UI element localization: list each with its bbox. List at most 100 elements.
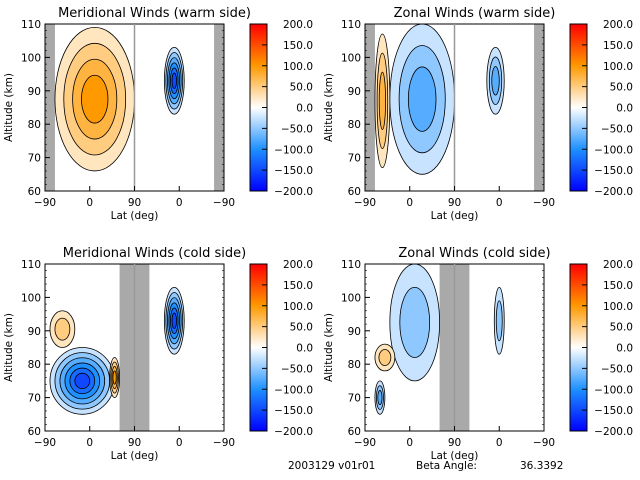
colorbar-tick-label: 200.0 bbox=[283, 259, 313, 271]
x-tick-label: −90 bbox=[34, 197, 56, 209]
y-axis-label: Altitude (km) bbox=[323, 73, 335, 142]
y-axis-label: Altitude (km) bbox=[3, 73, 15, 142]
y-tick-label: 60 bbox=[348, 186, 361, 198]
y-tick-label: 70 bbox=[28, 393, 41, 405]
colorbar-tick-label: 200.0 bbox=[603, 19, 633, 31]
y-tick-label: 90 bbox=[28, 326, 41, 338]
masked-band bbox=[365, 24, 375, 191]
y-tick-label: 70 bbox=[28, 153, 41, 165]
x-tick-label: 0 bbox=[406, 437, 413, 449]
contour-level bbox=[54, 317, 71, 341]
y-tick-label: 60 bbox=[348, 426, 361, 438]
y-tick-label: 80 bbox=[348, 359, 361, 371]
colorbar-tick-label: −150.0 bbox=[594, 405, 633, 417]
footer-beta-label: Beta Angle: bbox=[416, 460, 477, 472]
colorbar-tick-label: −150.0 bbox=[594, 165, 633, 177]
contour-level bbox=[407, 66, 437, 132]
footer-date-version: 2003129 v01r01 bbox=[288, 460, 375, 472]
colorbar-tick-label: −200.0 bbox=[594, 186, 633, 198]
colorbar-tick-label: 200.0 bbox=[283, 19, 313, 31]
x-tick-label: 90 bbox=[128, 197, 141, 209]
chart-panel: Zonal Winds (cold side) 60 70 80 90 100 110 −90… bbox=[323, 246, 633, 462]
colorbar-tick-label: 0.0 bbox=[296, 103, 313, 115]
y-tick-label: 80 bbox=[28, 359, 41, 371]
colorbar-tick-label: 50.0 bbox=[290, 82, 313, 94]
colorbar-tick-label: 50.0 bbox=[610, 322, 633, 334]
x-tick-label: 0 bbox=[496, 197, 503, 209]
x-axis-label: Lat (deg) bbox=[111, 210, 159, 222]
colorbar-tick-label: −50.0 bbox=[281, 363, 313, 375]
colorbar-tick-label: −50.0 bbox=[281, 123, 313, 135]
colorbar-tick-label: 0.0 bbox=[616, 343, 633, 355]
x-tick-label: 0 bbox=[86, 197, 93, 209]
colorbar-tick-label: 150.0 bbox=[603, 40, 633, 52]
y-tick-label: 90 bbox=[348, 326, 361, 338]
chart-title: Meridional Winds (warm side) bbox=[58, 6, 251, 21]
x-tick-label: 0 bbox=[406, 197, 413, 209]
contour-level bbox=[399, 286, 431, 358]
y-tick-label: 90 bbox=[28, 86, 41, 98]
x-tick-label: 90 bbox=[128, 437, 141, 449]
y-tick-label: 80 bbox=[28, 119, 41, 131]
x-tick-label: −90 bbox=[354, 197, 376, 209]
x-axis-label: Lat (deg) bbox=[431, 450, 479, 462]
y-tick-label: 110 bbox=[21, 259, 41, 271]
colorbar-tick-label: 50.0 bbox=[610, 82, 633, 94]
contour-level bbox=[81, 74, 109, 124]
contour-level bbox=[378, 349, 392, 366]
masked-band bbox=[214, 24, 224, 191]
contour-level bbox=[171, 312, 177, 329]
y-tick-label: 60 bbox=[28, 426, 41, 438]
colorbar-tick-label: −100.0 bbox=[274, 384, 313, 396]
colorbar-tick-label: 200.0 bbox=[603, 259, 633, 271]
contour-level bbox=[377, 390, 383, 406]
y-tick-label: 100 bbox=[341, 292, 361, 304]
y-tick-label: 60 bbox=[28, 186, 41, 198]
chart-title: Meridional Winds (cold side) bbox=[63, 246, 246, 261]
y-tick-label: 110 bbox=[341, 259, 361, 271]
y-axis-label: Altitude (km) bbox=[3, 313, 15, 382]
colorbar-tick-label: 150.0 bbox=[283, 40, 313, 52]
chart-title: Zonal Winds (warm side) bbox=[394, 6, 556, 21]
y-tick-label: 100 bbox=[21, 52, 41, 64]
colorbar-tick-label: −100.0 bbox=[594, 144, 633, 156]
chart-panel: Zonal Winds (warm side) 60 70 80 90 100 110 −90… bbox=[323, 6, 633, 222]
x-tick-label: −90 bbox=[213, 197, 235, 209]
x-axis-label: Lat (deg) bbox=[431, 210, 479, 222]
x-tick-label: 0 bbox=[496, 437, 503, 449]
y-tick-label: 110 bbox=[21, 19, 41, 31]
colorbar-tick-label: 100.0 bbox=[283, 301, 313, 313]
y-tick-label: 70 bbox=[348, 393, 361, 405]
x-tick-label: 0 bbox=[86, 437, 93, 449]
colorbar-tick-label: 100.0 bbox=[603, 61, 633, 73]
colorbar-tick-label: −100.0 bbox=[594, 384, 633, 396]
x-tick-label: 0 bbox=[176, 437, 183, 449]
colorbar-tick-label: −150.0 bbox=[274, 405, 313, 417]
y-axis-label: Altitude (km) bbox=[323, 313, 335, 382]
contour-level bbox=[491, 66, 500, 96]
contour-level bbox=[171, 72, 177, 89]
x-tick-label: 90 bbox=[448, 197, 461, 209]
y-tick-label: 110 bbox=[341, 19, 361, 31]
x-axis-label: Lat (deg) bbox=[111, 450, 159, 462]
y-tick-label: 100 bbox=[21, 292, 41, 304]
y-tick-label: 80 bbox=[348, 119, 361, 131]
chart-panel: Meridional Winds (cold side) 60 70 80 90 100 1… bbox=[3, 246, 313, 462]
colorbar-tick-label: −200.0 bbox=[594, 426, 633, 438]
chart-panel: Meridional Winds (warm side) 60 70 80 90 100 1… bbox=[3, 6, 313, 222]
colorbar-tick-label: 0.0 bbox=[616, 103, 633, 115]
colorbar-tick-label: 100.0 bbox=[283, 61, 313, 73]
contour-level bbox=[378, 71, 386, 130]
x-tick-label: −90 bbox=[34, 437, 56, 449]
y-tick-label: 100 bbox=[341, 52, 361, 64]
colorbar-tick-label: −50.0 bbox=[601, 123, 633, 135]
x-tick-label: −90 bbox=[354, 437, 376, 449]
colorbar-tick-label: 0.0 bbox=[296, 343, 313, 355]
y-tick-label: 90 bbox=[348, 86, 361, 98]
colorbar-tick-label: 100.0 bbox=[603, 301, 633, 313]
x-tick-label: −90 bbox=[213, 437, 235, 449]
colorbar-tick-label: −200.0 bbox=[274, 186, 313, 198]
x-tick-label: 90 bbox=[448, 437, 461, 449]
colorbar-tick-label: 150.0 bbox=[603, 280, 633, 292]
